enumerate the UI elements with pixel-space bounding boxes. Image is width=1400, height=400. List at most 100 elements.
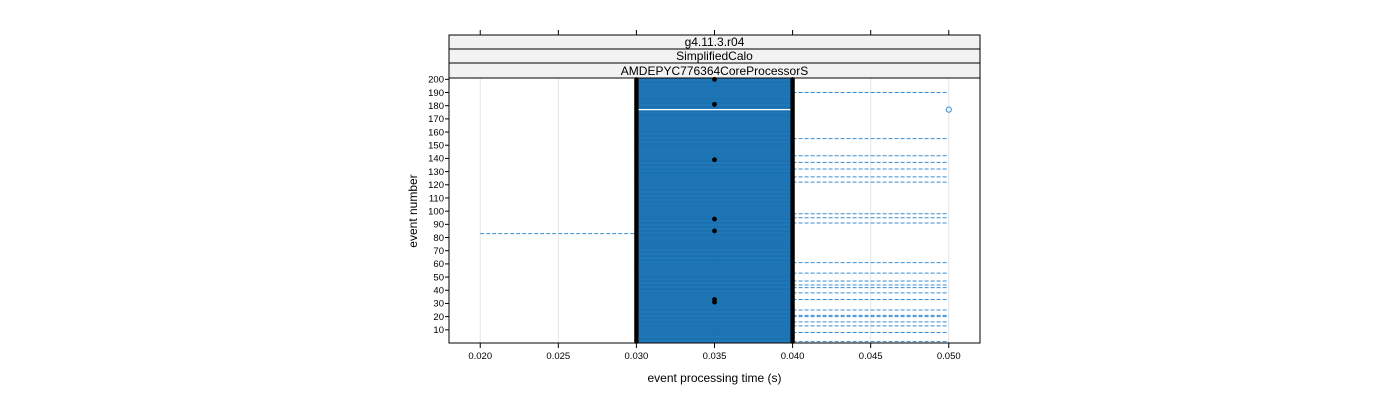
y-tick-label-19: 200 — [428, 75, 444, 86]
box-event-190 — [636, 91, 793, 94]
box-event-150 — [636, 144, 793, 146]
box-event-154 — [636, 139, 793, 141]
box-event-10 — [636, 329, 793, 331]
box-event-145 — [636, 151, 793, 153]
box-event-80 — [636, 236, 793, 239]
box-event-5 — [636, 335, 793, 338]
x-tick-label-5: 0.045 — [859, 351, 883, 362]
box-event-119 — [636, 185, 793, 187]
box-event-88 — [636, 226, 793, 228]
box-event-143 — [636, 153, 793, 156]
box-event-169 — [636, 119, 793, 121]
box-event-136 — [636, 162, 793, 165]
box-event-112 — [636, 194, 793, 197]
box-event-158 — [636, 133, 793, 136]
box-event-116 — [636, 189, 793, 191]
box-event-123 — [636, 180, 793, 182]
box-event-74 — [636, 244, 793, 247]
box-event-25 — [636, 309, 793, 311]
box-event-1 — [636, 340, 793, 343]
y-tick-label-14: 150 — [428, 141, 444, 152]
box-event-59 — [636, 264, 793, 266]
box-event-142 — [636, 155, 793, 157]
box-event-186 — [636, 97, 793, 99]
strip-1-label: g4.11.3.r04 — [685, 35, 745, 49]
box-event-41 — [636, 288, 793, 290]
box-event-77 — [636, 240, 793, 243]
median-dot-event-33 — [712, 297, 717, 302]
box-event-134 — [636, 165, 793, 168]
box-event-132 — [636, 168, 793, 170]
median-dot-event-181 — [712, 101, 717, 107]
box-event-192 — [636, 89, 793, 91]
box-event-55 — [636, 269, 793, 272]
box-event-43 — [636, 285, 793, 288]
box-event-58 — [636, 265, 793, 268]
box-event-101 — [636, 209, 793, 211]
box-event-164 — [636, 126, 793, 128]
box-event-62 — [636, 260, 793, 262]
box-event-121 — [636, 182, 793, 185]
box-event-49 — [636, 277, 793, 280]
box-event-118 — [636, 186, 793, 189]
y-tick-label-6: 70 — [433, 246, 444, 257]
box-event-21 — [636, 314, 793, 317]
y-tick-label-12: 130 — [428, 167, 444, 178]
y-tick-label-13: 140 — [428, 154, 444, 165]
box-event-60 — [636, 263, 793, 265]
x-tick-label-2: 0.030 — [625, 351, 649, 362]
box-event-196 — [636, 83, 793, 86]
strip-1: g4.11.3.r04 — [448, 34, 981, 50]
y-tick-label-10: 110 — [429, 193, 444, 204]
box-event-111 — [636, 195, 793, 198]
y-tick-label-15: 160 — [428, 127, 444, 138]
box-event-151 — [636, 143, 793, 145]
box-event-163 — [636, 127, 793, 129]
box-event-3 — [636, 338, 793, 340]
x-tick-label-6: 0.050 — [937, 351, 961, 362]
x-axis-title: event processing time (s) — [647, 371, 781, 385]
box-event-167 — [636, 122, 793, 124]
box-event-39 — [636, 290, 793, 293]
x-tick-label-1: 0.025 — [546, 351, 570, 362]
box-event-73 — [636, 246, 793, 248]
box-event-44 — [636, 284, 793, 286]
box-event-6 — [636, 334, 793, 336]
box-event-148 — [636, 147, 793, 149]
box-event-185 — [636, 98, 793, 100]
box-event-65 — [636, 256, 793, 259]
box-event-57 — [636, 267, 793, 269]
box-event-130 — [636, 170, 793, 173]
box-event-100 — [636, 210, 793, 212]
box-event-189 — [636, 93, 793, 95]
box-event-120 — [636, 184, 793, 186]
box-event-37 — [636, 293, 793, 295]
median-dot-event-139 — [712, 157, 717, 163]
box-event-67 — [636, 253, 793, 256]
box-event-109 — [636, 198, 793, 201]
box-event-9 — [636, 330, 793, 332]
box-event-13 — [636, 325, 793, 327]
y-tick-label-9: 100 — [428, 206, 444, 217]
box-event-90 — [636, 223, 793, 226]
box-event-193 — [636, 87, 793, 90]
box-event-152 — [636, 141, 793, 144]
box-event-159 — [636, 132, 793, 135]
box-event-36 — [636, 294, 793, 297]
box-event-149 — [636, 145, 793, 148]
box-event-188 — [636, 94, 793, 96]
box-event-135 — [636, 164, 793, 166]
box-event-19 — [636, 317, 793, 319]
box-event-171 — [636, 116, 793, 119]
y-tick-label-16: 170 — [428, 114, 444, 125]
box-event-2 — [636, 339, 793, 342]
box-event-69 — [636, 251, 793, 253]
outlier-point-0 — [945, 106, 952, 113]
median-dot-event-85 — [712, 228, 717, 234]
box-event-20 — [636, 315, 793, 318]
strip-2-label: SimplifiedCalo — [676, 49, 753, 63]
box-event-146 — [636, 149, 793, 152]
box-event-38 — [636, 292, 793, 294]
y-tick-label-0: 10 — [433, 325, 444, 336]
